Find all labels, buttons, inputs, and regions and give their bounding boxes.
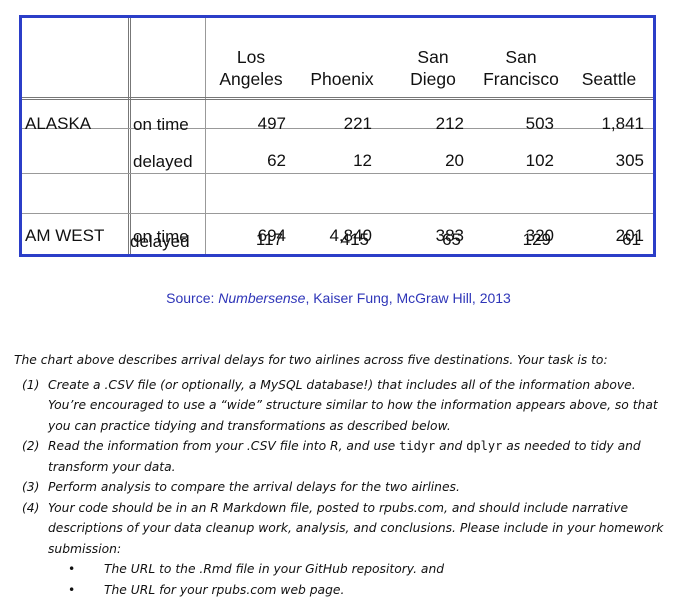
value-cell: 694 [257, 226, 286, 245]
row-divider [22, 213, 653, 214]
header-seattle: Seattle [581, 69, 637, 89]
source-suffix: , Kaiser Fung, McGraw Hill, 2013 [305, 290, 511, 306]
value-cell: 4,840 [329, 226, 372, 245]
value-cell: 497 [257, 114, 286, 133]
task-item: (1) Create a .CSV file (or optionally, a… [22, 375, 669, 437]
value-cell: 20 [445, 151, 464, 170]
status-label: delayed [130, 232, 190, 251]
task-text: Read the information from your .CSV file… [48, 439, 400, 453]
task-text: Your code should be in an R Markdown fil… [48, 500, 664, 556]
instructions-intro: The chart above describes arrival delays… [14, 353, 608, 367]
status-label: on time [133, 227, 189, 246]
source-citation: Source: Numbersense, Kaiser Fung, McGraw… [0, 290, 677, 306]
header-san-francisco: San Francisco [483, 47, 559, 89]
task-text: Create a .CSV file (or optionally, a MyS… [48, 377, 658, 433]
last-row-cells: delayed 117 415 65 129 61 [22, 18, 653, 254]
submission-item: • The URL to the .Rmd file in your GitHu… [68, 559, 669, 580]
header-los-angeles: Los Angeles [219, 47, 283, 89]
value-cell: 129 [522, 230, 551, 249]
task-text: Perform analysis to compare the arrival … [48, 480, 460, 494]
airline-label: AM WEST [25, 226, 105, 245]
task-item: (4) Your code should be in an R Markdown… [22, 498, 669, 560]
bullet-icon: • [68, 562, 76, 576]
value-cell: 65 [442, 230, 461, 249]
task-text: as needed to tidy and transform your dat… [48, 439, 641, 474]
column-divider [205, 18, 206, 254]
row-divider [22, 128, 653, 129]
row-divider [22, 97, 653, 100]
submission-text: The URL to the .Rmd file in your GitHub … [104, 562, 445, 576]
value-cell: 415 [340, 230, 369, 249]
value-cell: 117 [255, 230, 283, 249]
bullet-icon: • [68, 582, 76, 597]
code-dplyr: dplyr [466, 439, 503, 453]
value-cell: 305 [615, 151, 644, 170]
header-san-diego: San Diego [410, 47, 456, 89]
task-text: and [435, 439, 467, 453]
value-cell: 383 [435, 226, 464, 245]
value-cell: 62 [267, 151, 286, 170]
value-cell: 212 [435, 114, 464, 133]
value-cell: 12 [353, 151, 372, 170]
code-tidyr: tidyr [399, 439, 436, 453]
column-divider [128, 18, 131, 254]
header-phoenix: Phoenix [310, 69, 374, 89]
status-label: delayed [133, 152, 193, 171]
value-cell: 61 [622, 230, 641, 249]
value-cell: 503 [525, 114, 554, 133]
task-number: (4) [22, 500, 40, 515]
airline-label: ALASKA [25, 114, 92, 133]
task-number: (3) [22, 480, 40, 494]
arrival-delays-table: Los Angeles Phoenix San Diego San Francisco… [19, 15, 656, 257]
submission-item: • The URL for your rpubs.com web page. [68, 580, 669, 601]
task-item: (2) Read the information from your .CSV … [22, 436, 669, 477]
row-divider [22, 173, 653, 174]
value-cell: 102 [525, 151, 554, 170]
submission-text: The URL for your rpubs.com web page. [104, 582, 345, 597]
submission-list: • The URL to the .Rmd file in your GitHu… [14, 559, 669, 600]
source-prefix: Source: [166, 290, 219, 306]
value-cell: 221 [343, 114, 372, 133]
task-item: (3) Perform analysis to compare the arri… [22, 477, 669, 498]
assignment-instructions: The chart above describes arrival delays… [14, 350, 669, 600]
status-label: on time [133, 115, 189, 134]
value-cell: 201 [615, 226, 644, 245]
value-cell: 1,841 [601, 114, 644, 133]
task-list: (1) Create a .CSV file (or optionally, a… [14, 375, 669, 560]
source-book-title: Numbersense [218, 290, 306, 306]
value-cell: 320 [525, 226, 554, 245]
task-number: (1) [22, 377, 40, 392]
task-number: (2) [22, 439, 40, 453]
